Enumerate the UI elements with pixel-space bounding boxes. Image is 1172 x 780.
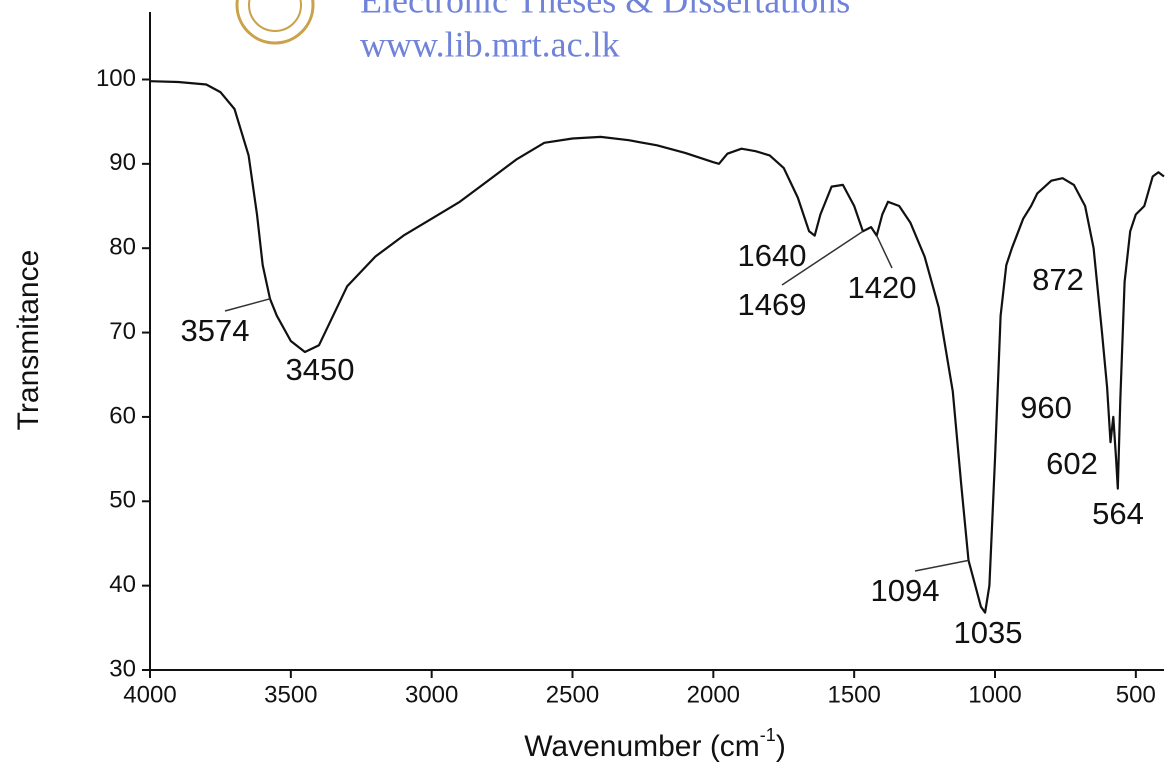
watermark-logo — [235, 0, 315, 45]
annotation-label: 1640 — [738, 238, 807, 273]
annotation-label: 3574 — [181, 313, 250, 348]
x-tick-label: 3000 — [405, 681, 458, 708]
y-tick-label: 80 — [109, 234, 136, 261]
x-tick-label: 2000 — [687, 681, 740, 708]
y-tick-label: 40 — [109, 571, 136, 598]
y-tick-label: 50 — [109, 487, 136, 514]
x-axis-title: Wavenumber (cm-1) — [524, 725, 786, 763]
x-tick-label: 500 — [1116, 681, 1156, 708]
annotation-label: 960 — [1020, 390, 1072, 425]
annotation-label: 1035 — [954, 615, 1023, 650]
y-tick-label: 90 — [109, 149, 136, 176]
x-tick-label: 3500 — [264, 681, 317, 708]
annotation-arrow — [781, 230, 864, 286]
x-tick-label: 1500 — [827, 681, 880, 708]
y-axis-title: Transmitance — [12, 250, 45, 431]
annotation-arrow — [224, 298, 271, 312]
annotation-arrow — [914, 559, 969, 572]
annotation-label: 3450 — [286, 352, 355, 387]
y-tick-label: 60 — [109, 402, 136, 429]
spectrum-line — [149, 80, 1165, 614]
annotation-label: 602 — [1046, 446, 1098, 481]
x-tick-label: 4000 — [123, 681, 176, 708]
annotation-arrow — [876, 235, 893, 269]
x-tick-label: 1000 — [968, 681, 1021, 708]
x-tick-label: 2500 — [546, 681, 599, 708]
annotation-label: 1420 — [848, 270, 917, 305]
annotation-label: 1094 — [871, 573, 940, 608]
annotation-label: 564 — [1092, 496, 1144, 531]
watermark-line2: www.lib.mrt.ac.lk — [360, 24, 620, 64]
y-tick-label: 100 — [96, 65, 136, 92]
annotation-label: 1469 — [738, 287, 807, 322]
annotation-label: 872 — [1032, 262, 1084, 297]
y-tick-label: 70 — [109, 318, 136, 345]
y-tick-label: 30 — [109, 655, 136, 682]
watermark-line1: Electronic Theses & Dissertations — [360, 0, 850, 20]
